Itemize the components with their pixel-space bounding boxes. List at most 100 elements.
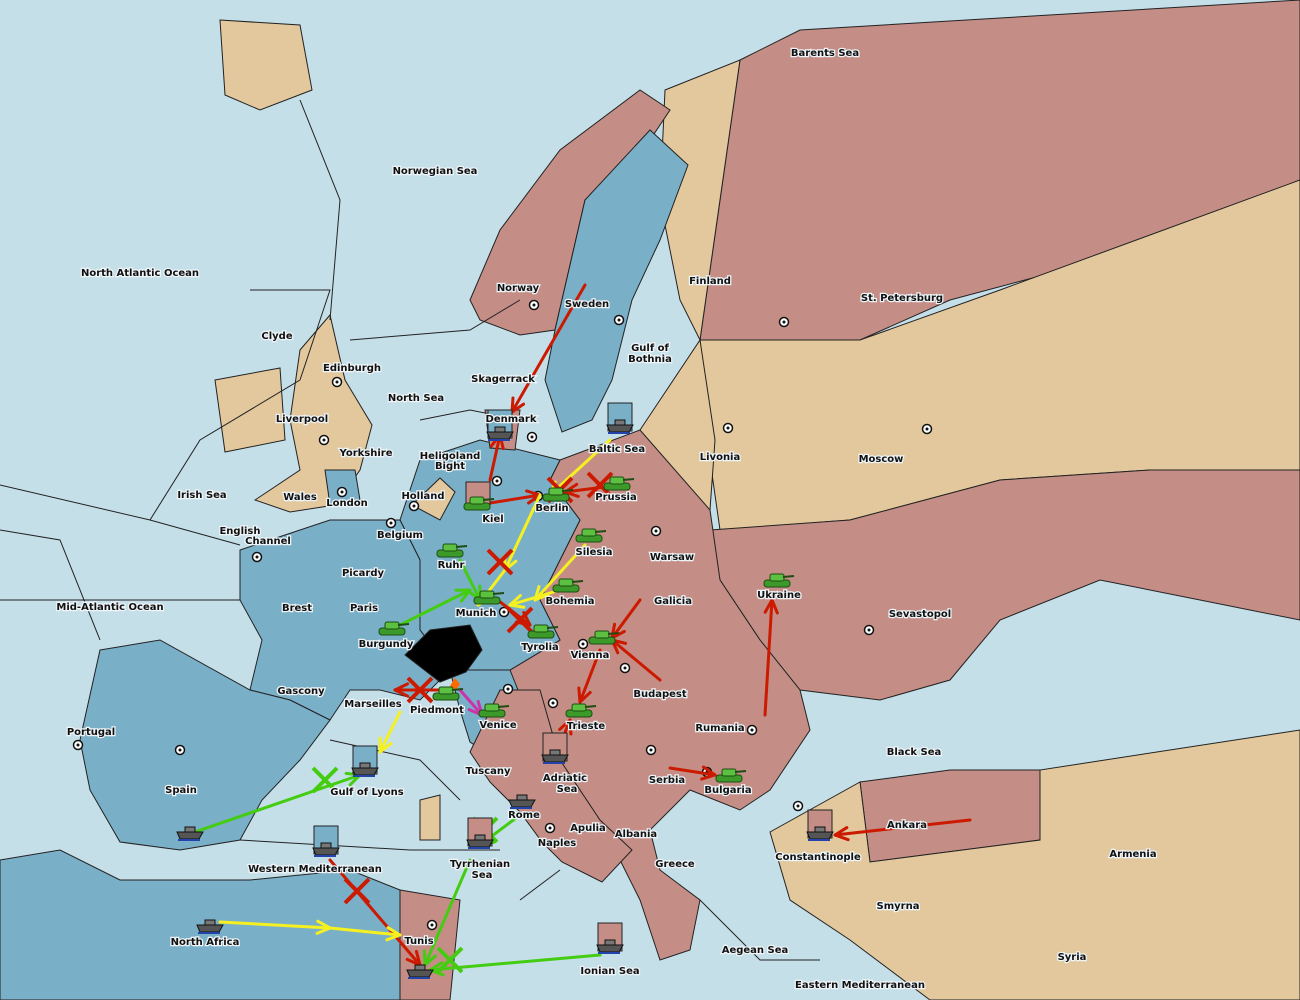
arrowhead [770,598,779,615]
region-label: Brest [282,603,312,614]
arrowhead [577,686,582,704]
arrowhead [563,490,580,498]
tank-icon[interactable] [436,543,468,558]
supply-center-dot [726,426,730,430]
arrowhead [422,949,427,967]
battleship-icon[interactable] [541,732,569,764]
region-label: Spain [165,785,197,796]
failed-order-x-icon [486,548,514,576]
battleship-icon[interactable] [596,922,624,954]
arrowhead [510,402,526,414]
battleship-icon[interactable] [806,809,834,841]
region-label: Ukraine [757,590,801,601]
region-labels: Barents Sea Norwegian Sea North Atlantic O… [55,47,1158,993]
tank-icon[interactable] [575,528,607,543]
region-label: Rome [508,810,540,821]
region-label: Munich [456,608,497,619]
arrowhead [386,926,402,937]
supply-center-dot [867,628,871,632]
territory-turkey-south[interactable] [769,729,1300,1000]
region-label: Naples [538,838,576,849]
tank-icon[interactable] [527,624,559,639]
region-label: Rumania [695,723,744,734]
battleship-icon[interactable] [406,964,434,979]
battleship-icon[interactable] [351,745,379,777]
region-label: Tyrrhenian [450,859,510,870]
supply-center-dot [389,521,393,525]
units [176,402,834,979]
tank-icon[interactable] [588,630,620,645]
region-label: Ruhr [438,560,465,571]
territory-iceland[interactable] [219,19,313,111]
supply-center-dot [548,826,552,830]
order-arrow [533,543,587,602]
region-label: Armenia [1109,849,1156,860]
order-arrow [610,638,662,682]
tank-icon[interactable] [542,487,574,502]
region-label: Eastern Mediterranean [795,980,925,991]
tank-icon[interactable] [432,686,464,701]
region-label: Belgium [377,530,423,541]
tank-icon[interactable] [478,703,510,718]
region-label: Black Sea [887,747,942,758]
region-label: Budapest [633,689,687,700]
order-arrow [548,438,612,497]
battleship-icon[interactable] [196,919,224,934]
region-label: Piedmont [410,705,464,716]
territory-dislodged-switzerland[interactable] [404,624,483,683]
region-label: Yorkshire [339,448,393,459]
region-label: Apulia [570,823,606,834]
battleship-icon[interactable] [312,825,340,857]
region-label: Albania [615,829,657,840]
territory-france[interactable] [239,519,451,721]
order-arrow [218,920,332,930]
battleship-icon[interactable] [486,409,514,441]
supply-center-dot [782,320,786,324]
region-label: Adriatic [543,773,587,784]
region-label: North Sea [388,393,444,404]
tank-icon[interactable] [473,590,505,605]
supply-center-dot [76,743,80,747]
territory-holland[interactable] [411,477,456,521]
tank-icon[interactable] [763,573,795,588]
order-arrow [458,688,484,717]
region-label: Berlin [535,503,568,514]
territory-corsica[interactable] [419,794,441,841]
region-label: Marseilles [344,699,401,710]
arrowhead [833,826,849,837]
tank-icon[interactable] [463,496,495,511]
tank-icon[interactable] [378,621,410,636]
battleship-icon[interactable] [508,794,536,809]
territory-britain[interactable] [253,313,373,513]
failed-order-x-icon [343,877,371,905]
tank-icon[interactable] [565,703,597,718]
order-arrow [668,766,717,777]
order-arrow [423,858,472,967]
region-label: Galicia [654,596,692,607]
order-arrow [378,710,402,754]
order-arrow [763,598,774,717]
tank-icon[interactable] [715,768,747,783]
territory-spain[interactable] [79,639,331,851]
supply-center-dot [925,427,929,431]
battleship-icon[interactable] [176,826,204,841]
supply-center-dot [617,318,621,322]
region-label: Portugal [67,727,115,738]
region-label: Ionian Sea [580,966,639,977]
region-label: Denmark [486,414,537,425]
battleship-icon[interactable] [606,402,634,434]
battleship-icon[interactable] [466,817,494,849]
region-label: St. Petersburg [861,293,943,304]
supply-center-dot [623,666,627,670]
supply-center-dot [322,438,326,442]
order-arrow [193,773,362,834]
tank-icon[interactable] [603,476,635,491]
region-label: Sea [557,784,578,795]
territory-sweden[interactable] [544,129,689,433]
region-label: Serbia [649,775,685,786]
supply-center-dot [750,728,754,732]
arrowhead [568,718,573,736]
tank-icon[interactable] [552,578,584,593]
